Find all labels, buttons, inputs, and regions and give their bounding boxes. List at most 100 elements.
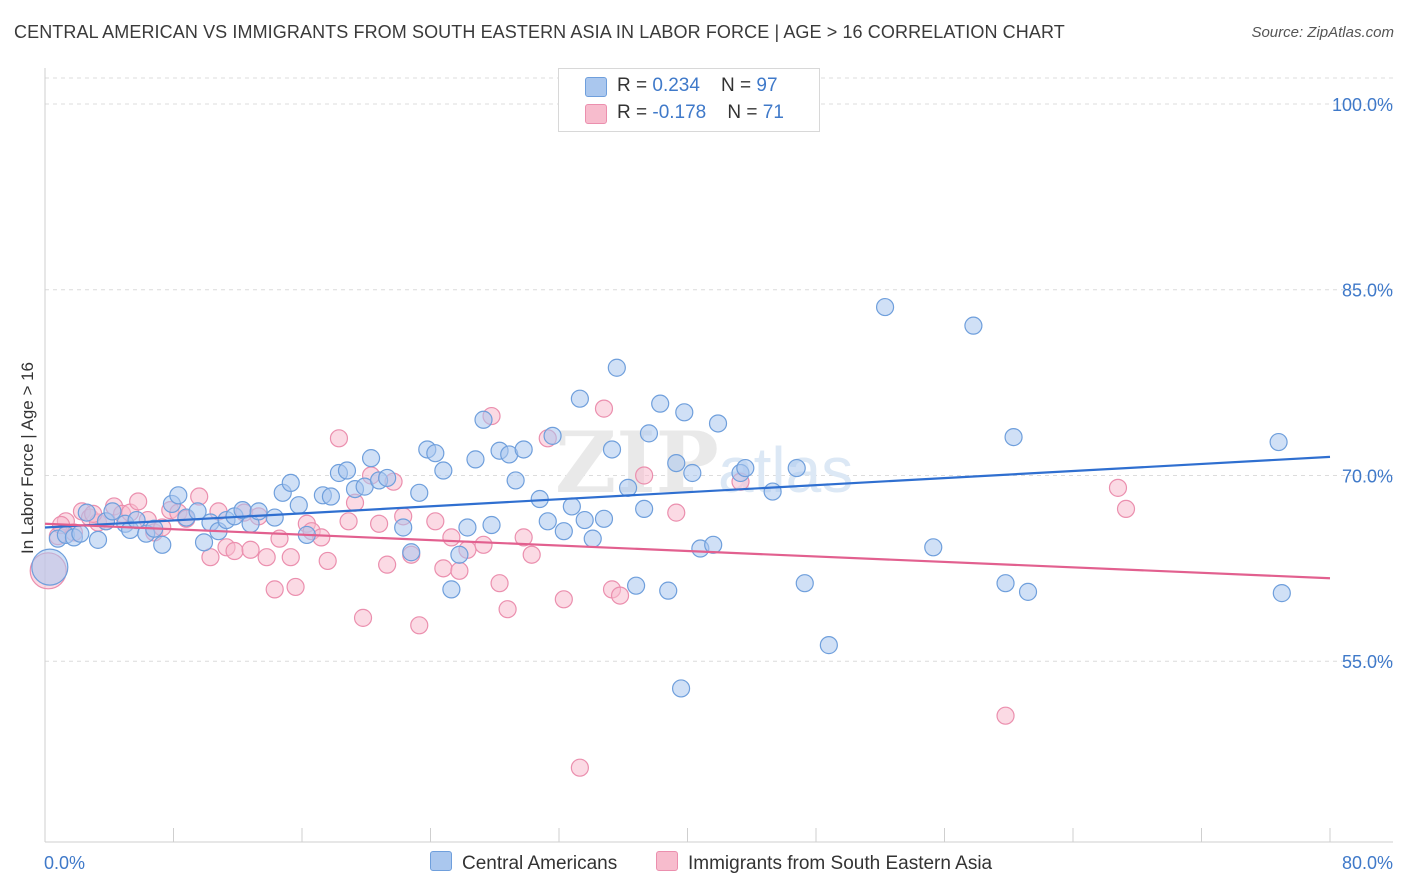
data-point-central-americans: [996, 574, 1015, 593]
data-point-central-americans: [875, 297, 895, 317]
data-point-se-asia: [410, 616, 429, 635]
data-point-central-americans: [602, 440, 622, 459]
series-blue-points: [31, 297, 1291, 698]
axes: [44, 68, 1393, 843]
x-tick-label-max: 80.0%: [1342, 853, 1393, 873]
data-point-central-americans: [819, 636, 838, 655]
data-point-central-americans: [667, 453, 686, 473]
data-point-se-asia: [635, 466, 654, 485]
data-point-central-americans: [514, 440, 533, 459]
data-point-central-americans: [570, 389, 589, 408]
data-point-se-asia: [667, 503, 686, 522]
data-point-central-americans: [450, 545, 469, 564]
data-point-central-americans: [88, 530, 108, 549]
data-point-central-americans: [554, 522, 573, 541]
data-point-central-americans: [1004, 427, 1023, 447]
legend-label-central-americans: Central Americans: [462, 853, 618, 874]
data-point-central-americans: [482, 515, 501, 535]
data-point-central-americans: [434, 461, 453, 480]
y-axis-label: In Labor Force | Age > 16: [18, 362, 37, 554]
data-point-se-asia: [329, 429, 349, 448]
trend-line-se-asia: [44, 522, 1331, 580]
data-point-central-americans: [506, 471, 525, 490]
y-tick-label: 85.0%: [1342, 281, 1393, 301]
data-point-se-asia: [442, 528, 461, 547]
data-point-central-americans: [1018, 582, 1038, 601]
data-point-central-americans: [618, 478, 638, 497]
tick-labels: 55.0% 70.0% 85.0% 100.0% 0.0% 80.0% In Labor F…: [18, 95, 1393, 873]
data-point-central-americans: [575, 510, 594, 530]
data-point-central-americans: [639, 424, 659, 443]
y-tick-label: 100.0%: [1332, 95, 1393, 115]
data-point-central-americans: [169, 486, 188, 505]
data-point-central-americans: [410, 483, 429, 502]
y-tick-label: 55.0%: [1342, 652, 1393, 672]
data-point-se-asia: [514, 528, 533, 547]
data-point-se-asia: [241, 540, 260, 559]
r-value-blue: 0.234: [652, 75, 700, 96]
data-point-central-americans: [103, 502, 122, 521]
n-value-blue: 97: [756, 75, 778, 96]
data-point-se-asia: [1116, 499, 1136, 519]
data-point-central-americans: [635, 499, 654, 519]
data-point-central-americans: [402, 543, 421, 562]
x-tick-label-min: 0.0%: [44, 853, 85, 873]
data-point-central-americans: [626, 576, 646, 595]
data-point-central-americans: [964, 316, 983, 335]
data-point-se-asia: [318, 551, 337, 571]
data-point-central-americans: [474, 410, 493, 429]
data-point-central-americans: [607, 358, 626, 377]
data-point-se-asia: [570, 758, 589, 777]
data-point-central-americans: [442, 580, 461, 599]
data-point-se-asia: [474, 535, 493, 554]
data-point-se-asia: [498, 600, 517, 619]
legend-item-central-americans[interactable]: Central Americans: [430, 851, 617, 875]
data-point-central-americans: [704, 535, 723, 554]
data-point-se-asia: [353, 608, 373, 627]
data-point-central-americans: [763, 482, 782, 501]
data-point-central-americans: [651, 394, 670, 413]
data-point-central-americans: [538, 512, 557, 531]
data-point-se-asia: [434, 559, 453, 578]
data-point-se-asia: [1108, 478, 1128, 497]
data-point-central-americans: [321, 487, 341, 506]
trend-line-central-americans: [44, 455, 1331, 529]
legend-swatch-pink: [585, 104, 607, 124]
data-point-central-americans: [1272, 584, 1291, 603]
data-point-central-americans: [458, 518, 477, 537]
data-point-central-americans: [466, 450, 485, 469]
data-point-central-americans: [562, 497, 581, 516]
data-point-central-americans: [683, 463, 702, 483]
data-point-central-americans: [265, 508, 284, 527]
legend-item-se-asia[interactable]: Immigrants from South Eastern Asia: [656, 851, 992, 875]
data-point-se-asia: [281, 548, 300, 567]
data-point-se-asia: [996, 706, 1015, 725]
data-point-se-asia: [554, 590, 573, 609]
data-point-central-americans: [337, 461, 357, 480]
y-tick-label: 70.0%: [1342, 466, 1393, 486]
data-point-se-asia: [225, 541, 244, 561]
data-point-se-asia: [450, 561, 469, 580]
data-point-central-americans: [659, 581, 678, 600]
data-point-se-asia: [286, 577, 305, 597]
legend-label-se-asia: Immigrants from South Eastern Asia: [688, 853, 993, 874]
data-point-central-americans: [924, 538, 943, 557]
data-point-central-americans: [289, 496, 308, 515]
data-point-central-americans: [31, 548, 69, 586]
data-point-se-asia: [339, 512, 358, 531]
data-point-central-americans: [583, 529, 602, 548]
data-point-central-americans: [153, 535, 172, 554]
data-point-se-asia: [370, 514, 389, 533]
data-point-se-asia: [522, 545, 541, 564]
data-point-central-americans: [594, 509, 614, 528]
data-point-se-asia: [490, 574, 509, 593]
data-point-central-americans: [249, 502, 268, 521]
data-point-central-americans: [281, 473, 300, 493]
legend-swatch-central-americans: [430, 851, 452, 871]
data-point-central-americans: [787, 458, 806, 478]
data-point-se-asia: [594, 399, 614, 418]
data-point-se-asia: [265, 580, 284, 599]
legend-swatch-se-asia: [656, 851, 678, 871]
data-point-central-americans: [708, 414, 728, 433]
